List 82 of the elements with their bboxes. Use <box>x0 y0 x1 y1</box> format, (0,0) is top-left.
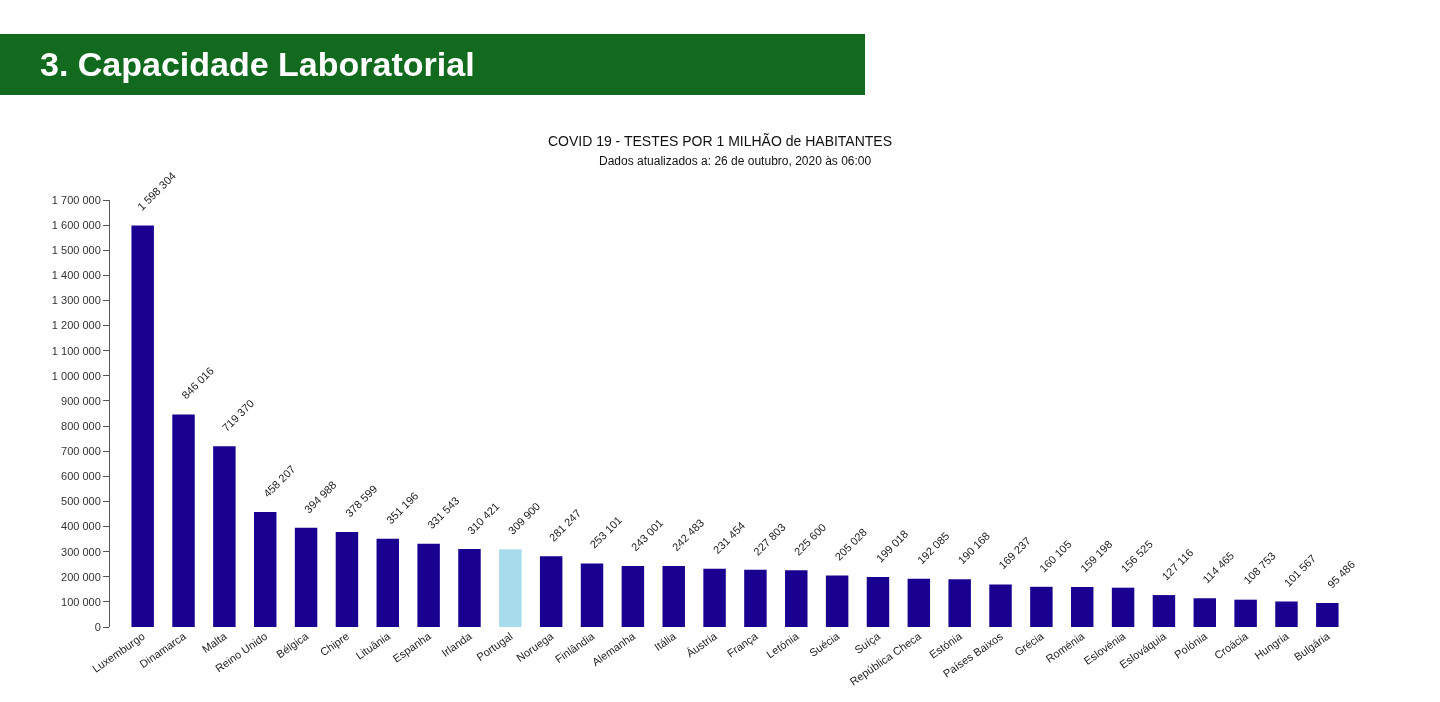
bar <box>907 578 931 627</box>
data-label: 351 196 <box>383 489 421 527</box>
data-label: 156 525 <box>1118 537 1155 575</box>
data-label: 205 028 <box>832 525 870 563</box>
chart-title: 3. Capacidade Laboratorial <box>0 34 865 95</box>
y-tick-label: 1 600 000 <box>51 218 101 231</box>
data-label: 281 247 <box>546 506 584 544</box>
y-tick-label: 300 000 <box>61 545 101 558</box>
data-label: 108 753 <box>1241 549 1278 587</box>
bar <box>662 566 685 627</box>
data-label: 719 370 <box>219 397 257 434</box>
bar <box>131 225 154 627</box>
y-tick-label: 1 000 000 <box>51 369 101 382</box>
bar <box>539 556 563 627</box>
data-label: 225 600 <box>791 521 829 558</box>
bar <box>825 575 849 627</box>
bar <box>1316 603 1339 627</box>
bar <box>1030 586 1053 627</box>
bar <box>254 511 277 627</box>
y-tick-label: 500 000 <box>61 495 101 508</box>
y-tick-label: 1 200 000 <box>51 319 101 332</box>
bar <box>703 568 726 627</box>
text: Dados atualizados a: 26 de outubro, 2020 às 06:00 <box>599 154 872 168</box>
data-label: 199 018 <box>873 527 911 565</box>
data-label: 1 598 304 <box>134 169 178 213</box>
y-tick-label: 900 000 <box>61 394 101 407</box>
bar <box>948 579 971 627</box>
bar <box>499 549 522 627</box>
data-label: 231 454 <box>710 519 748 556</box>
data-label: 242 483 <box>669 516 707 554</box>
bar <box>1070 587 1094 627</box>
y-tick-label: 700 000 <box>61 445 101 458</box>
y-tick-label: 800 000 <box>61 419 101 432</box>
data-label: 253 101 <box>587 513 625 551</box>
y-tick-label: 1 100 000 <box>51 344 101 357</box>
bar <box>294 527 318 627</box>
bar <box>213 446 236 627</box>
data-label: 243 001 <box>628 516 666 554</box>
data-label: 378 599 <box>342 482 380 520</box>
data-label: 95 486 <box>1324 558 1358 591</box>
data-label: 227 803 <box>751 520 788 558</box>
data-label: 169 237 <box>996 534 1033 572</box>
bar <box>1111 587 1135 627</box>
bar <box>1193 598 1216 627</box>
y-tick-label: 0 <box>94 620 101 633</box>
data-label: 190 168 <box>955 529 993 567</box>
chart-subtitle: COVID 19 - TESTES POR 1 MILHÃO de HABITANTES <box>547 132 893 149</box>
data-label: 394 988 <box>301 478 339 516</box>
y-tick-label: 1 700 000 <box>51 193 101 206</box>
bar <box>417 543 440 627</box>
y-tick-label: 1 400 000 <box>51 269 101 282</box>
data-label: 159 198 <box>1077 537 1115 575</box>
bar <box>866 577 890 627</box>
data-label: 331 543 <box>424 494 462 531</box>
data-label: 114 465 <box>1200 549 1237 586</box>
data-label: 846 016 <box>179 364 216 402</box>
bar <box>989 584 1012 627</box>
y-tick-label: 400 000 <box>61 520 101 533</box>
bar <box>621 565 645 627</box>
bar <box>376 538 400 627</box>
data-label: 160 105 <box>1037 537 1074 575</box>
bar <box>785 570 808 627</box>
bar <box>1275 601 1298 627</box>
data-label: 310 421 <box>464 500 502 537</box>
bar <box>1152 595 1176 627</box>
y-tick-label: 100 000 <box>61 595 101 608</box>
y-tick-label: 600 000 <box>61 470 101 483</box>
data-label: 458 207 <box>260 462 298 500</box>
bar <box>1234 599 1257 627</box>
y-tick-label: 1 500 000 <box>51 244 101 257</box>
x-tick-label: Itália <box>652 629 679 653</box>
data-label: 309 900 <box>505 500 543 537</box>
bar <box>335 531 359 627</box>
data-label: 127 116 <box>1159 546 1196 583</box>
bar <box>744 569 767 627</box>
bar <box>580 563 604 627</box>
data-label: 101 567 <box>1281 552 1319 589</box>
bar <box>172 414 195 627</box>
y-tick-label: 200 000 <box>61 570 101 583</box>
data-label: 192 085 <box>914 529 952 567</box>
bar <box>458 549 481 627</box>
y-tick-label: 1 300 000 <box>51 294 101 307</box>
